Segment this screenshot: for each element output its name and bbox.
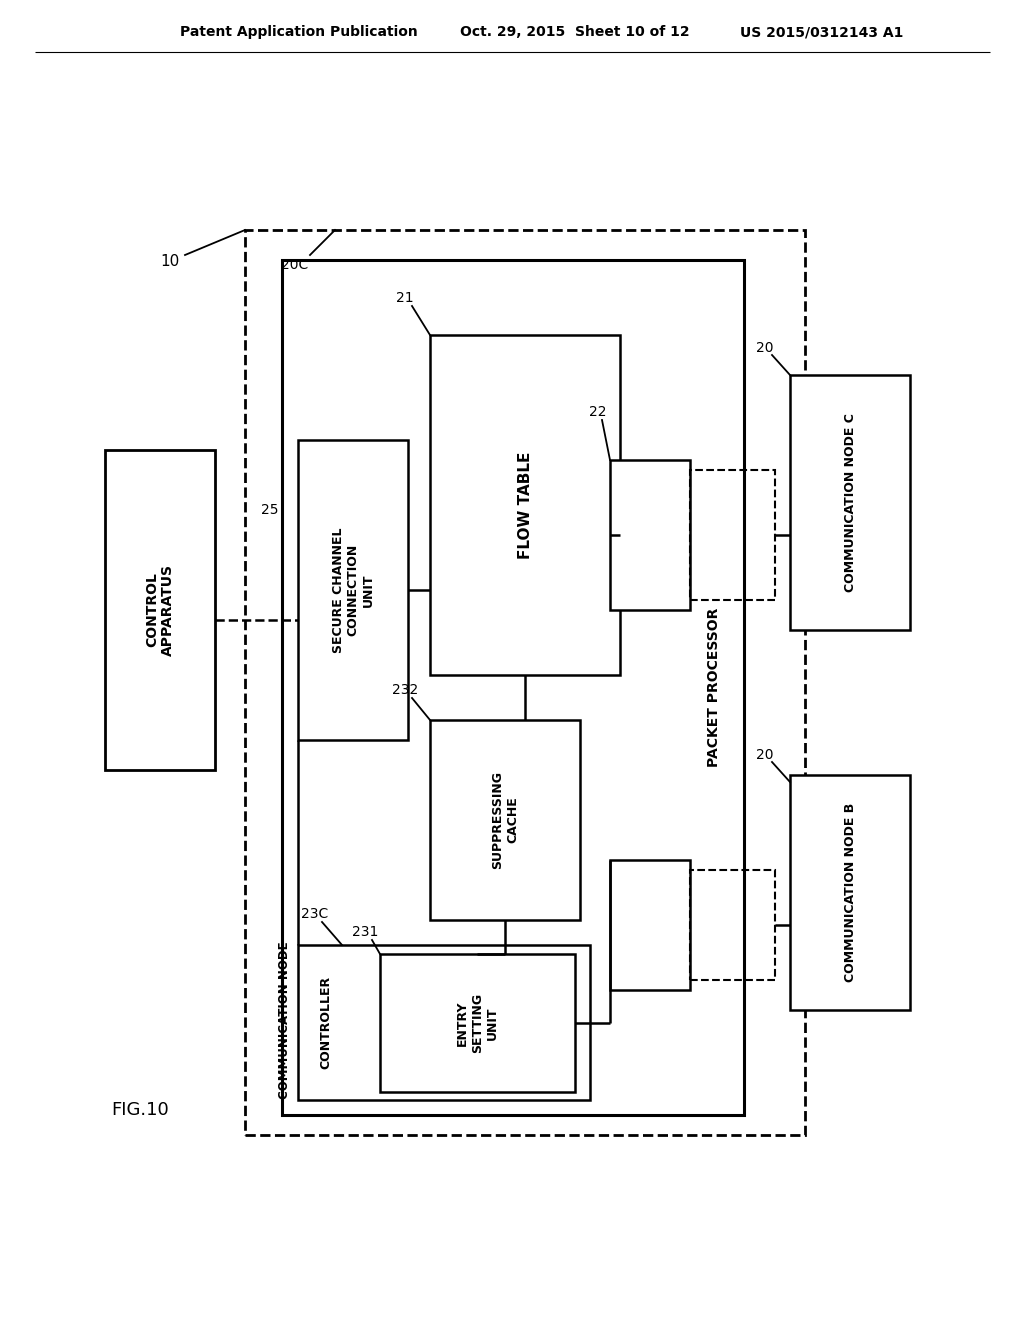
Text: 231: 231: [352, 925, 378, 939]
Text: COMMUNICATION NODE C: COMMUNICATION NODE C: [844, 413, 856, 591]
Bar: [610, 861, 690, 990]
Text: 21: 21: [396, 290, 414, 305]
Text: Oct. 29, 2015  Sheet 10 of 12: Oct. 29, 2015 Sheet 10 of 12: [460, 25, 689, 40]
Text: SUPPRESSING
CACHE: SUPPRESSING CACHE: [490, 771, 519, 869]
Bar: [380, 954, 575, 1092]
Bar: [282, 260, 744, 1115]
Text: 20: 20: [757, 748, 774, 762]
Text: 20: 20: [757, 341, 774, 355]
Text: CONTROLLER: CONTROLLER: [319, 975, 333, 1069]
Text: 20C: 20C: [282, 257, 308, 272]
Text: CONTROL
APPARATUS: CONTROL APPARATUS: [145, 564, 175, 656]
Text: COMMUNICATION NODE B: COMMUNICATION NODE B: [844, 803, 856, 982]
Text: ENTRY
SETTING
UNIT: ENTRY SETTING UNIT: [456, 993, 499, 1053]
Text: 22: 22: [589, 405, 607, 418]
Bar: [790, 775, 910, 1010]
Text: COMMUNICATION NODE: COMMUNICATION NODE: [279, 941, 292, 1098]
Bar: [690, 470, 775, 601]
Bar: [610, 459, 690, 610]
Text: PACKET PROCESSOR: PACKET PROCESSOR: [707, 607, 721, 767]
Bar: [245, 230, 805, 1135]
Bar: [430, 719, 580, 920]
Text: 10: 10: [161, 255, 179, 269]
Bar: [298, 945, 590, 1100]
Bar: [790, 375, 910, 630]
Text: 232: 232: [392, 682, 418, 697]
Text: 23C: 23C: [301, 907, 329, 921]
Text: Patent Application Publication: Patent Application Publication: [180, 25, 418, 40]
Text: FIG.10: FIG.10: [112, 1101, 169, 1119]
Bar: [105, 450, 215, 770]
Text: US 2015/0312143 A1: US 2015/0312143 A1: [740, 25, 903, 40]
Text: 25: 25: [261, 503, 279, 517]
Bar: [298, 440, 408, 741]
Text: SECURE CHANNEL
CONNECTION
UNIT: SECURE CHANNEL CONNECTION UNIT: [332, 527, 375, 653]
Text: FLOW TABLE: FLOW TABLE: [517, 451, 532, 558]
Bar: [690, 870, 775, 979]
Bar: [430, 335, 620, 675]
